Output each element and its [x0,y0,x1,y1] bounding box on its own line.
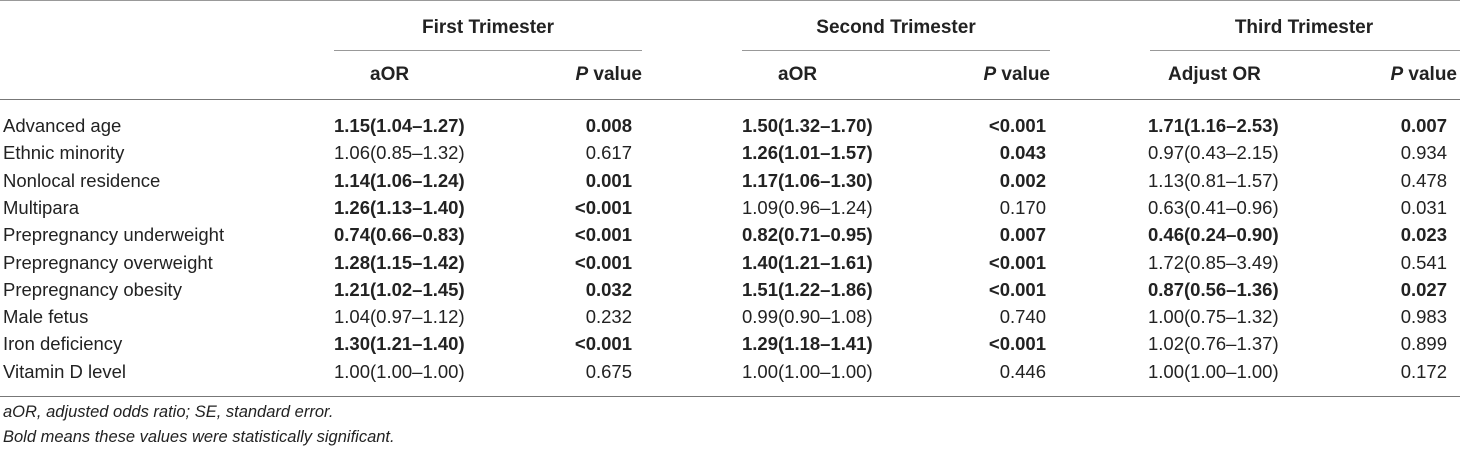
cell-second-aor: 1.17(1.06–1.30) [742,169,873,191]
footnote-bold: Bold means these values were statistical… [3,428,395,446]
col-header-pvalue-second: P value [983,64,1050,85]
cell-second-aor: 1.51(1.22–1.86) [742,278,873,300]
cell-second-pvalue: <0.001 [988,115,1046,136]
cell-third-pvalue: 0.027 [1400,278,1447,300]
cell-third-pvalue: 0.172 [1400,360,1447,382]
cell-second-pvalue: <0.001 [988,278,1046,300]
cell-third-pvalue: 0.899 [1400,333,1447,355]
cell-second-pvalue: 0.446 [999,360,1046,382]
cell-first-pvalue: <0.001 [574,224,632,246]
cell-third-or: 1.71(1.16–2.53) [1148,115,1279,136]
cell-first-aor: 1.30(1.21–1.40) [334,333,465,355]
footnote-abbreviations: aOR, adjusted odds ratio; SE, standard e… [3,403,334,421]
table-row: Advanced age 1.15(1.04–1.27) 0.008 1.50(1.3… [0,112,1460,139]
cell-second-pvalue: 0.740 [999,306,1046,328]
col-header-pvalue-third: P value [1390,64,1457,85]
cell-first-pvalue: 0.675 [585,360,632,382]
group-rule-second [742,50,1050,51]
cell-third-pvalue: 0.031 [1400,196,1447,218]
cell-first-aor: 1.00(1.00–1.00) [334,360,465,382]
table-row: Male fetus 1.04(0.97–1.12) 0.232 0.99(0.90–… [0,303,1460,330]
cell-second-aor: 1.29(1.18–1.41) [742,333,873,355]
row-label: Vitamin D level [3,360,127,382]
cell-first-aor: 1.15(1.04–1.27) [334,115,465,136]
group-rule-third [1150,50,1460,51]
cell-first-pvalue: 0.617 [585,142,632,164]
cell-second-pvalue: 0.002 [999,169,1046,191]
table-row: Iron deficiency 1.30(1.21–1.40) <0.001 1.29… [0,330,1460,357]
table-row: Prepregnancy overweight 1.28(1.15–1.42) <0… [0,249,1460,276]
cell-third-pvalue: 0.541 [1400,251,1447,273]
cell-third-or: 1.02(0.76–1.37) [1148,333,1279,355]
cell-second-aor: 1.26(1.01–1.57) [742,142,873,164]
table-row: Multipara 1.26(1.13–1.40) <0.001 1.09(0.96–… [0,194,1460,221]
table-bottom-rule [0,396,1460,397]
cell-third-pvalue: 0.023 [1400,224,1447,246]
table-row: Vitamin D level 1.00(1.00–1.00) 0.675 1.00(… [0,358,1460,385]
cell-second-aor: 0.99(0.90–1.08) [742,306,873,328]
row-label: Prepregnancy obesity [3,278,182,300]
table-row: Ethnic minority 1.06(0.85–1.32) 0.617 1.26(… [0,139,1460,166]
cell-second-aor: 0.82(0.71–0.95) [742,224,873,246]
row-label: Advanced age [3,115,122,136]
cell-first-pvalue: 0.001 [585,169,632,191]
cell-third-or: 1.00(0.75–1.32) [1148,306,1279,328]
col-header-adjust-or-third: Adjust OR [1168,64,1261,85]
cell-first-aor: 1.04(0.97–1.12) [334,306,465,328]
cell-first-pvalue: <0.001 [574,251,632,273]
table-row: Prepregnancy obesity 1.21(1.02–1.45) 0.032… [0,276,1460,303]
cell-second-aor: 1.00(1.00–1.00) [742,360,873,382]
cell-third-pvalue: 0.007 [1400,115,1447,136]
col-header-pvalue-first: P value [575,64,642,85]
col-header-aor-second: aOR [778,64,818,85]
col-header-aor-first: aOR [370,64,410,85]
cell-first-aor: 1.28(1.15–1.42) [334,251,465,273]
group-header-first-trimester: First Trimester [422,17,554,38]
cell-second-pvalue: 0.043 [999,142,1046,164]
cell-third-or: 1.00(1.00–1.00) [1148,360,1279,382]
table-row: Nonlocal residence 1.14(1.06–1.24) 0.001 1.… [0,167,1460,194]
cell-first-pvalue: 0.032 [585,278,632,300]
cell-second-pvalue: <0.001 [988,333,1046,355]
cell-first-aor: 1.06(0.85–1.32) [334,142,465,164]
cell-second-aor: 1.09(0.96–1.24) [742,196,873,218]
row-label: Iron deficiency [3,333,123,355]
cell-third-pvalue: 0.478 [1400,169,1447,191]
cell-first-aor: 1.21(1.02–1.45) [334,278,465,300]
cell-second-aor: 1.50(1.32–1.70) [742,115,873,136]
cell-third-or: 0.63(0.41–0.96) [1148,196,1279,218]
row-label: Male fetus [3,306,89,328]
table-top-rule [0,0,1460,1]
row-label: Ethnic minority [3,142,125,164]
cell-first-pvalue: 0.008 [585,115,632,136]
cell-first-pvalue: 0.232 [585,306,632,328]
cell-second-aor: 1.40(1.21–1.61) [742,251,873,273]
cell-first-aor: 1.26(1.13–1.40) [334,196,465,218]
table-row: Prepregnancy underweight 0.74(0.66–0.83) <… [0,221,1460,248]
cell-third-pvalue: 0.934 [1400,142,1447,164]
group-header-second-trimester: Second Trimester [816,17,976,38]
cell-first-aor: 1.14(1.06–1.24) [334,169,465,191]
group-header-third-trimester: Third Trimester [1234,17,1374,38]
cell-second-pvalue: 0.170 [999,196,1046,218]
cell-third-or: 1.13(0.81–1.57) [1148,169,1279,191]
cell-third-pvalue: 0.983 [1400,306,1447,328]
cell-third-or: 0.87(0.56–1.36) [1148,278,1279,300]
row-label: Prepregnancy underweight [3,224,225,246]
cell-third-or: 0.46(0.24–0.90) [1148,224,1279,246]
row-label: Multipara [3,196,80,218]
cell-second-pvalue: <0.001 [988,251,1046,273]
cell-third-or: 1.72(0.85–3.49) [1148,251,1279,273]
header-bottom-rule [0,99,1460,100]
row-label: Nonlocal residence [3,169,161,191]
group-rule-first [334,50,642,51]
row-label: Prepregnancy overweight [3,251,213,273]
cell-first-pvalue: <0.001 [574,333,632,355]
cell-first-pvalue: <0.001 [574,196,632,218]
cell-third-or: 0.97(0.43–2.15) [1148,142,1279,164]
cell-second-pvalue: 0.007 [999,224,1046,246]
cell-first-aor: 0.74(0.66–0.83) [334,224,465,246]
